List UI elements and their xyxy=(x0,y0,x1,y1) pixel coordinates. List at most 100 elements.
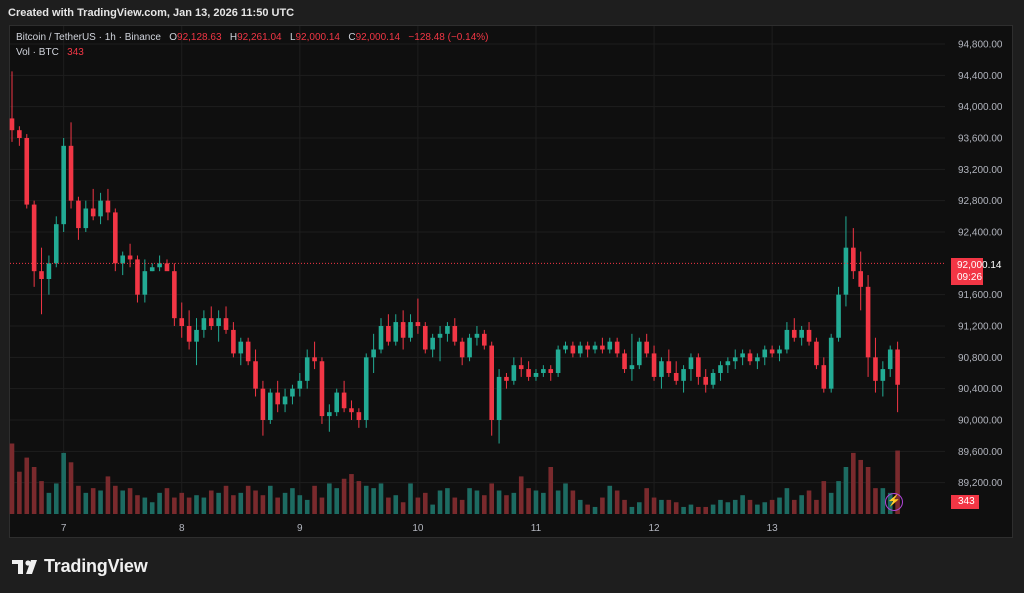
volume-bar xyxy=(363,485,369,514)
candle-body xyxy=(68,145,74,201)
volume-bar xyxy=(607,485,613,514)
volume-bar xyxy=(541,492,546,514)
volume-bar xyxy=(489,483,494,514)
candle-body xyxy=(474,333,480,338)
candle-body xyxy=(98,200,103,217)
volume-bar xyxy=(880,488,886,514)
time-axis: 7 8 9 10 11 12 13 xyxy=(61,523,778,534)
candle-body xyxy=(105,200,111,213)
tradingview-logo-icon xyxy=(12,558,38,576)
candle-body xyxy=(127,255,133,260)
candle-body xyxy=(135,259,140,295)
candle-body xyxy=(223,318,229,330)
close-value: 92,000.14 xyxy=(355,32,401,43)
candle-body xyxy=(17,130,22,138)
candle-body xyxy=(755,357,760,362)
volume-bar xyxy=(681,506,686,514)
volume-bar xyxy=(76,485,81,514)
price-tick-label: 94,000.00 xyxy=(958,102,1003,113)
candle-body xyxy=(179,318,185,326)
volume-bar xyxy=(356,481,362,514)
candle-body xyxy=(113,212,118,264)
candle-body xyxy=(208,318,214,326)
candle-body xyxy=(422,326,428,350)
candle-body xyxy=(747,353,753,362)
candle-body xyxy=(467,337,472,358)
volume-bar xyxy=(563,483,568,514)
candle-body xyxy=(90,208,96,217)
last-price-value: 92,000.14 xyxy=(957,260,1002,271)
volume-bar xyxy=(452,497,458,514)
candle-body xyxy=(496,376,502,420)
candle-body xyxy=(732,357,738,362)
volume-bar xyxy=(268,485,273,514)
price-tick-label: 93,600.00 xyxy=(958,134,1003,145)
candle-body xyxy=(400,322,406,338)
candle-body xyxy=(334,392,340,413)
low-label: L xyxy=(289,32,296,43)
time-tick-label: 10 xyxy=(412,523,424,534)
volume-bar xyxy=(666,499,672,514)
price-tick-label: 94,400.00 xyxy=(958,71,1003,82)
candle-body xyxy=(356,412,362,420)
volume-bar xyxy=(836,481,841,514)
high-label: H xyxy=(229,32,238,43)
candle-body xyxy=(430,337,435,350)
volume-bar xyxy=(732,499,738,514)
candle-body xyxy=(393,322,399,342)
candle-body xyxy=(555,349,561,373)
volume-bar xyxy=(208,490,214,514)
volume-bar xyxy=(53,483,59,514)
volume-bar xyxy=(327,483,332,514)
volume-bar xyxy=(437,490,443,514)
volume-bar xyxy=(622,499,627,514)
volume-bar xyxy=(260,495,266,514)
candle-body xyxy=(363,357,369,420)
volume-bar xyxy=(194,495,199,514)
candle-body xyxy=(777,349,782,354)
volume-bar xyxy=(504,495,509,514)
candle-body xyxy=(799,329,804,338)
volume-bar xyxy=(113,485,118,514)
candle-body xyxy=(873,357,878,381)
volume-bar xyxy=(725,502,731,514)
candle-body xyxy=(570,345,576,354)
volume-bar xyxy=(105,476,111,514)
candle-body xyxy=(149,267,155,272)
candle-body xyxy=(526,369,531,377)
volume-bar xyxy=(135,495,140,514)
candle-body xyxy=(718,365,723,373)
candle-body xyxy=(245,341,251,362)
time-tick-label: 12 xyxy=(648,523,660,534)
price-tick-label: 89,600.00 xyxy=(958,447,1003,458)
volume-bar xyxy=(747,499,753,514)
candle-body xyxy=(172,271,177,319)
price-tick-label: 93,200.00 xyxy=(958,165,1003,176)
volume-bar xyxy=(703,506,709,514)
candle-body xyxy=(791,329,797,338)
volume-bar xyxy=(157,492,162,514)
volume-bar xyxy=(659,499,664,514)
candle-body xyxy=(53,224,59,264)
volume-bar xyxy=(718,499,723,514)
volume-bar xyxy=(799,495,804,514)
price-tick-label: 92,400.00 xyxy=(958,228,1003,239)
symbol-name[interactable]: Bitcoin / TetherUS · 1h · Binance xyxy=(16,32,161,43)
volume-bar xyxy=(445,488,450,514)
candle-body xyxy=(622,353,627,370)
volume-bar xyxy=(496,490,502,514)
candle-body xyxy=(644,341,649,354)
candle-body xyxy=(843,247,849,295)
volume-legend: Vol · BTC 343 xyxy=(16,47,84,58)
last-price-badge: 92,000.14 09:26 xyxy=(951,258,1002,285)
candle-body xyxy=(378,326,384,350)
candle-body xyxy=(275,392,280,405)
lightning-icon[interactable]: ⚡ xyxy=(885,493,903,511)
candle-body xyxy=(415,322,421,326)
volume-bar xyxy=(895,450,900,514)
time-tick-label: 8 xyxy=(179,523,185,534)
candle-body xyxy=(740,353,745,358)
low-value: 92,000.14 xyxy=(295,32,341,43)
candle-body xyxy=(762,349,768,358)
